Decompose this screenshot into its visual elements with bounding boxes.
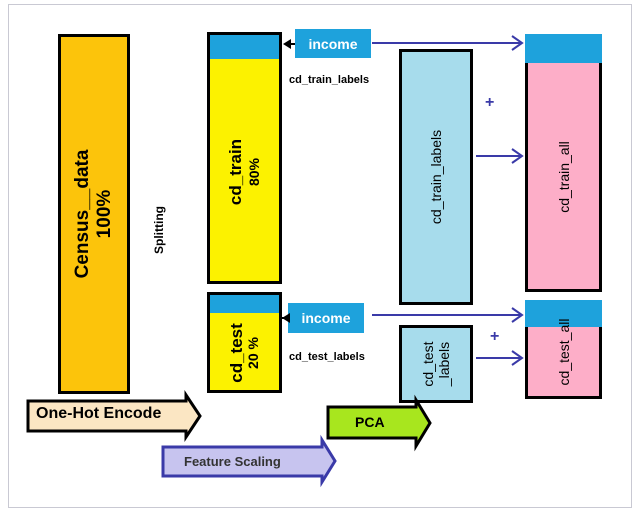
cd-train-all-header	[525, 34, 602, 63]
cd-train-labels-caption: cd_train_labels	[289, 74, 370, 86]
feature-scaling-arrow-shape	[161, 434, 337, 488]
cd-test-all-block: cd_test_all	[525, 300, 602, 399]
cd-test-header	[210, 295, 279, 313]
cd-train-header	[210, 35, 279, 59]
income-train-connector-head	[283, 39, 291, 49]
cd-test-labels-caption: cd_test_labels	[289, 351, 365, 363]
income-test-connector-head	[282, 313, 290, 323]
one-hot-arrow-shape	[26, 390, 202, 442]
income-connectors	[280, 39, 295, 323]
cd-test-all-header	[525, 300, 602, 327]
plus-sign-train: +	[485, 94, 495, 111]
cd-train-block: cd_train 80%	[207, 32, 282, 284]
arrow-income-to-train-all-head	[511, 35, 524, 51]
arrow-test-labels-to-test-all-head	[511, 350, 524, 366]
cd-test-labels-block: cd_test _labels	[399, 325, 473, 403]
feature-scaling-label: Feature Scaling	[184, 454, 281, 469]
cd-train-labels-block: cd_train_labels	[399, 49, 473, 305]
cd-train-all-block: cd_train_all	[525, 34, 602, 292]
pca-label: PCA	[355, 414, 385, 430]
pca-arrow-shape	[326, 394, 432, 452]
arrow-income-to-test-all-head	[511, 307, 524, 323]
income-tag-test: income	[288, 303, 364, 333]
arrow-train-labels-to-train-all-head	[511, 148, 524, 164]
one-hot-encode-label: One-Hot Encode	[36, 405, 162, 422]
cd-test-block: cd_test 20 %	[207, 292, 282, 393]
plus-sign-test: +	[490, 328, 500, 345]
income-tag-train: income	[295, 29, 371, 58]
census-data-block: Census__data 100%	[58, 34, 130, 394]
diagram-frame	[8, 4, 632, 508]
